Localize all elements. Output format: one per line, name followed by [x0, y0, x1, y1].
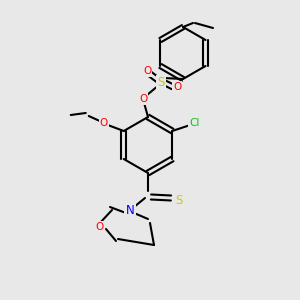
Text: Cl: Cl — [189, 118, 200, 128]
Text: O: O — [95, 222, 103, 232]
Text: O: O — [139, 94, 147, 104]
Text: S: S — [157, 76, 165, 89]
Text: O: O — [173, 82, 181, 92]
Text: O: O — [143, 66, 151, 76]
Text: N: N — [126, 205, 134, 218]
Text: O: O — [100, 118, 108, 128]
Text: S: S — [175, 194, 183, 206]
